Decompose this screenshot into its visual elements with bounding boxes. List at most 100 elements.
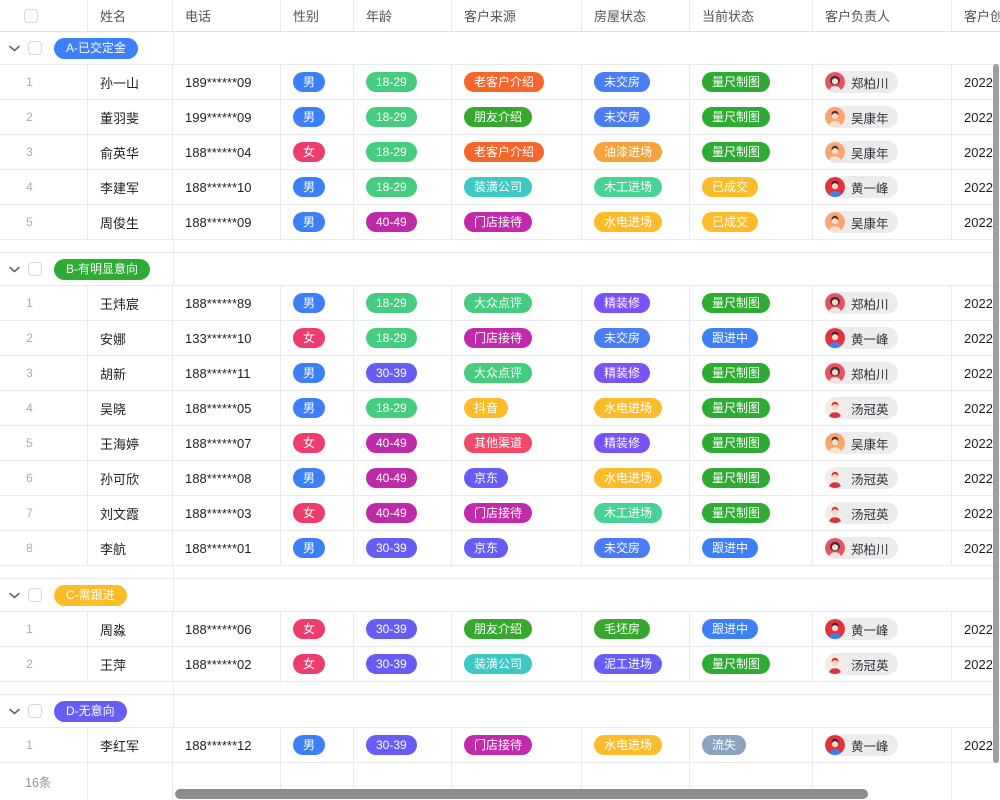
cell-name[interactable]: 俞英华 (88, 135, 173, 169)
cell-status[interactable]: 跟进中 (690, 531, 813, 565)
cell-phone[interactable]: 188******10 (173, 170, 281, 204)
horizontal-scrollbar[interactable] (175, 789, 868, 799)
column-header-row-select[interactable] (0, 0, 88, 31)
cell-house[interactable]: 木工进场 (582, 170, 690, 204)
cell-phone[interactable]: 199******09 (173, 100, 281, 134)
cell-gender[interactable]: 男 (281, 205, 354, 239)
cell-house[interactable]: 未交房 (582, 531, 690, 565)
cell-name[interactable]: 王炜宸 (88, 286, 173, 320)
column-header-name[interactable]: 姓名 (88, 0, 173, 31)
cell-owner[interactable]: 黄一峰 (813, 728, 952, 762)
cell-age[interactable]: 18-29 (354, 286, 452, 320)
cell-age[interactable]: 18-29 (354, 391, 452, 425)
cell-name[interactable]: 董羽斐 (88, 100, 173, 134)
cell-name[interactable]: 王萍 (88, 647, 173, 681)
column-header-house[interactable]: 房屋状态 (582, 0, 690, 31)
cell-created[interactable]: 2022 (952, 496, 1000, 530)
cell-created[interactable]: 2022 (952, 647, 1000, 681)
cell-house[interactable]: 油漆进场 (582, 135, 690, 169)
cell-age[interactable]: 40-49 (354, 496, 452, 530)
cell-phone[interactable]: 188******05 (173, 391, 281, 425)
cell-house[interactable]: 未交房 (582, 100, 690, 134)
cell-created[interactable]: 2022 (952, 135, 1000, 169)
cell-phone[interactable]: 188******06 (173, 612, 281, 646)
cell-age[interactable]: 30-39 (354, 612, 452, 646)
cell-house[interactable]: 未交房 (582, 65, 690, 99)
cell-age[interactable]: 18-29 (354, 100, 452, 134)
cell-status[interactable]: 量尺制图 (690, 100, 813, 134)
cell-created[interactable]: 2022 (952, 65, 1000, 99)
cell-status[interactable]: 量尺制图 (690, 286, 813, 320)
cell-status[interactable]: 量尺制图 (690, 647, 813, 681)
cell-source[interactable]: 京东 (452, 531, 582, 565)
cell-gender[interactable]: 女 (281, 321, 354, 355)
cell-phone[interactable]: 189******09 (173, 65, 281, 99)
cell-created[interactable]: 2022 (952, 426, 1000, 460)
cell-created[interactable]: 2022 (952, 356, 1000, 390)
cell-status[interactable]: 量尺制图 (690, 391, 813, 425)
cell-source[interactable]: 门店接待 (452, 321, 582, 355)
cell-gender[interactable]: 男 (281, 286, 354, 320)
cell-house[interactable]: 未交房 (582, 321, 690, 355)
cell-owner[interactable]: 汤冠英 (813, 496, 952, 530)
group-checkbox[interactable] (28, 262, 42, 276)
cell-gender[interactable]: 男 (281, 65, 354, 99)
cell-age[interactable]: 40-49 (354, 426, 452, 460)
cell-source[interactable]: 大众点评 (452, 356, 582, 390)
vertical-scrollbar[interactable] (993, 64, 999, 763)
cell-house[interactable]: 水电进场 (582, 461, 690, 495)
cell-gender[interactable]: 男 (281, 356, 354, 390)
cell-source[interactable]: 老客户介绍 (452, 65, 582, 99)
cell-phone[interactable]: 188******01 (173, 531, 281, 565)
cell-created[interactable]: 2022 (952, 100, 1000, 134)
cell-status[interactable]: 已成交 (690, 170, 813, 204)
cell-gender[interactable]: 女 (281, 612, 354, 646)
group-collapse-chevron-icon[interactable] (8, 705, 20, 717)
cell-phone[interactable]: 188******89 (173, 286, 281, 320)
cell-age[interactable]: 18-29 (354, 65, 452, 99)
cell-created[interactable]: 2022 (952, 461, 1000, 495)
select-all-checkbox[interactable] (24, 8, 38, 23)
cell-owner[interactable]: 汤冠英 (813, 391, 952, 425)
cell-age[interactable]: 30-39 (354, 728, 452, 762)
cell-created[interactable]: 2022 (952, 286, 1000, 320)
cell-phone[interactable]: 188******02 (173, 647, 281, 681)
group-collapse-chevron-icon[interactable] (8, 589, 20, 601)
cell-name[interactable]: 李红军 (88, 728, 173, 762)
cell-house[interactable]: 精装修 (582, 426, 690, 460)
cell-source[interactable]: 门店接待 (452, 205, 582, 239)
cell-name[interactable]: 周俊生 (88, 205, 173, 239)
cell-owner[interactable]: 黄一峰 (813, 170, 952, 204)
cell-created[interactable]: 2022 (952, 612, 1000, 646)
cell-name[interactable]: 吴晓 (88, 391, 173, 425)
cell-age[interactable]: 30-39 (354, 531, 452, 565)
cell-phone[interactable]: 188******11 (173, 356, 281, 390)
cell-house[interactable]: 泥工进场 (582, 647, 690, 681)
cell-gender[interactable]: 男 (281, 170, 354, 204)
cell-gender[interactable]: 女 (281, 426, 354, 460)
cell-source[interactable]: 朋友介绍 (452, 100, 582, 134)
cell-gender[interactable]: 男 (281, 391, 354, 425)
cell-owner[interactable]: 郑柏川 (813, 531, 952, 565)
cell-house[interactable]: 水电进场 (582, 391, 690, 425)
cell-age[interactable]: 18-29 (354, 135, 452, 169)
cell-name[interactable]: 周淼 (88, 612, 173, 646)
cell-age[interactable]: 30-39 (354, 356, 452, 390)
column-header-gender[interactable]: 性别 (281, 0, 354, 31)
cell-source[interactable]: 朋友介绍 (452, 612, 582, 646)
cell-age[interactable]: 40-49 (354, 205, 452, 239)
cell-source[interactable]: 门店接待 (452, 728, 582, 762)
cell-source[interactable]: 装潢公司 (452, 647, 582, 681)
cell-source[interactable]: 京东 (452, 461, 582, 495)
cell-gender[interactable]: 女 (281, 135, 354, 169)
cell-name[interactable]: 李航 (88, 531, 173, 565)
cell-phone[interactable]: 188******12 (173, 728, 281, 762)
group-collapse-chevron-icon[interactable] (8, 263, 20, 275)
cell-source[interactable]: 大众点评 (452, 286, 582, 320)
cell-phone[interactable]: 188******08 (173, 461, 281, 495)
cell-source[interactable]: 门店接待 (452, 496, 582, 530)
cell-house[interactable]: 精装修 (582, 286, 690, 320)
cell-gender[interactable]: 女 (281, 496, 354, 530)
cell-status[interactable]: 量尺制图 (690, 461, 813, 495)
cell-name[interactable]: 孙可欣 (88, 461, 173, 495)
